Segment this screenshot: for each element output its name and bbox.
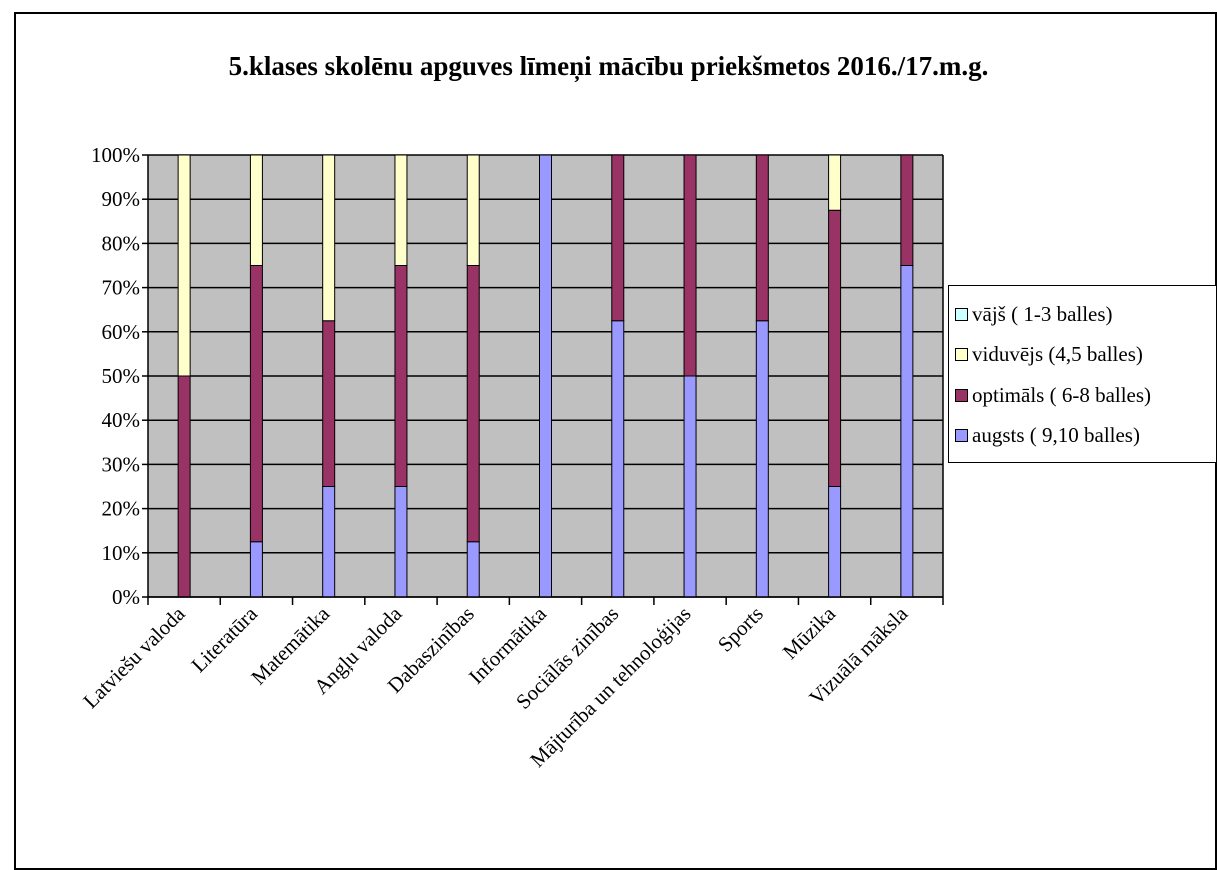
bar-segment-2-8 (683, 154, 697, 377)
bar-segment-1-2 (249, 541, 263, 598)
y-tick-label: 30% (102, 452, 141, 476)
chart-title: 5.klases skolēnu apguves līmeņi mācību p… (228, 51, 989, 81)
bar-segment-1-5 (466, 541, 480, 598)
legend-label: optimāls ( 6-8 balles) (972, 382, 1152, 407)
bar-segment-1-8 (683, 375, 697, 598)
bar-segment-1-7 (611, 320, 625, 598)
legend-item: optimāls ( 6-8 balles) (955, 375, 1216, 416)
legend-swatch (955, 348, 968, 362)
legend-item: vājš ( 1-3 balles) (955, 294, 1216, 335)
legend-swatch (955, 388, 968, 402)
legend-item: viduvējs (4,5 balles) (955, 335, 1216, 376)
axes (142, 154, 944, 605)
legend-swatch (955, 429, 968, 443)
bar-segment-2-4 (394, 265, 408, 487)
bar-segment-1-6 (539, 154, 552, 598)
legend-swatch (955, 307, 968, 321)
bar-segment-3-2 (249, 154, 263, 266)
bar-segment-1-10 (828, 486, 842, 598)
bar-segment-3-4 (394, 154, 408, 266)
bar-segment-2-3 (322, 320, 336, 487)
legend: vājš ( 1-3 balles) viduvējs (4,5 balles) o… (948, 285, 1217, 463)
bar-segment-3-10 (828, 154, 842, 211)
y-tick-label: 70% (102, 276, 141, 300)
y-tick-label: 10% (102, 541, 141, 565)
bar-segment-3-5 (466, 154, 480, 266)
bar-segment-1-4 (394, 486, 408, 598)
x-tick-label: Mūzika (778, 601, 841, 664)
bar-segment-1-11 (900, 265, 914, 598)
y-tick-label: 60% (102, 320, 141, 344)
y-tick-label: 0% (112, 585, 140, 609)
bar-segment-2-1 (177, 375, 191, 598)
legend-label: viduvējs (4,5 balles) (972, 342, 1143, 367)
bar-segment-3-3 (322, 154, 336, 322)
y-tick-label: 40% (102, 408, 141, 432)
legend-label: augsts ( 9,10 balles) (972, 423, 1140, 448)
bar-segment-1-9 (755, 320, 769, 598)
bar-segment-2-5 (466, 265, 480, 543)
bar-segment-1-3 (322, 486, 336, 598)
bars (177, 154, 914, 598)
legend-item: augsts ( 9,10 balles) (955, 416, 1216, 457)
y-tick-label: 90% (102, 187, 141, 211)
y-tick-label: 50% (102, 364, 141, 388)
bar-segment-2-7 (611, 154, 625, 322)
x-tick-label: Sports (713, 602, 768, 657)
bar-segment-2-10 (828, 209, 842, 487)
y-tick-label: 20% (102, 497, 141, 521)
bar-segment-2-11 (900, 154, 914, 266)
bar-segment-3-1 (177, 154, 191, 377)
y-tick-label: 100% (91, 143, 140, 167)
x-tick-label: Literatūra (186, 601, 262, 677)
y-tick-label: 80% (102, 231, 141, 255)
x-tick-label: Latviešu valoda (78, 601, 190, 713)
bar-segment-2-2 (249, 265, 263, 543)
bar-segment-2-9 (755, 154, 769, 322)
legend-label: vājš ( 1-3 balles) (972, 301, 1113, 326)
